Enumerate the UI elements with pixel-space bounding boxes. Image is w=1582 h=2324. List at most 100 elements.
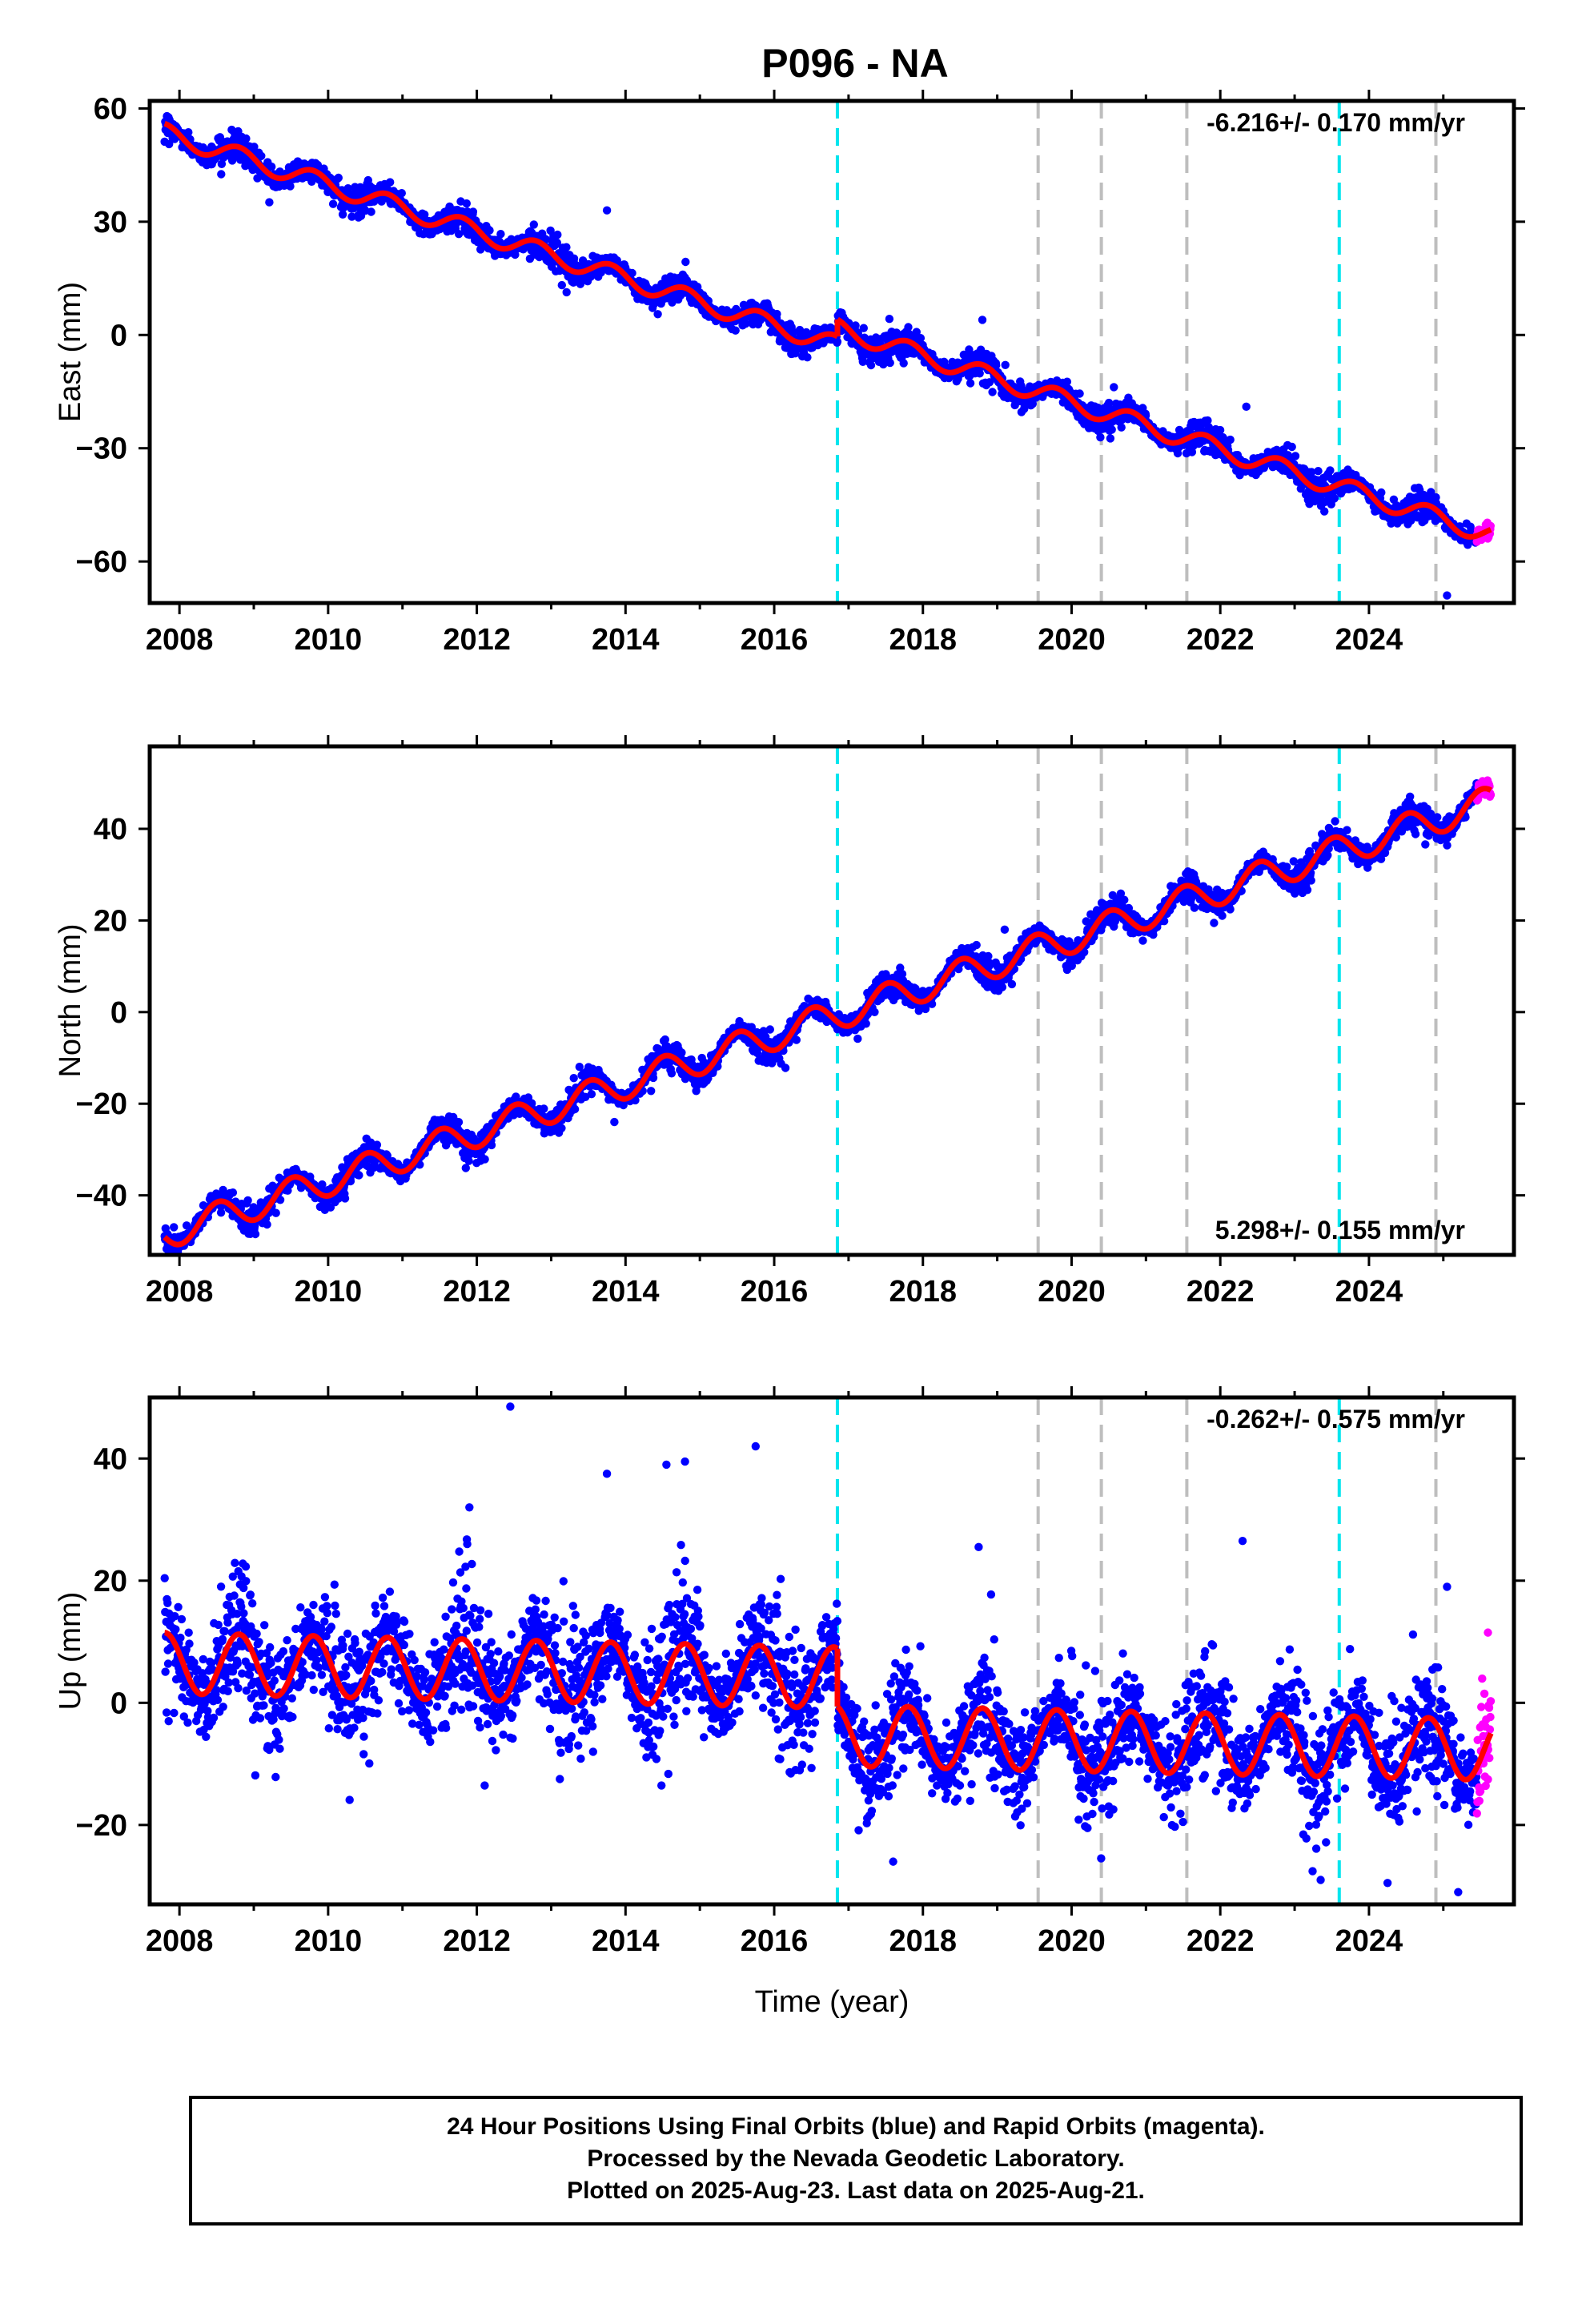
data-point xyxy=(667,1069,677,1078)
data-point xyxy=(677,1048,686,1057)
data-point xyxy=(553,230,562,239)
data-point xyxy=(569,254,579,263)
data-point xyxy=(1107,425,1116,434)
east-rate-label: -6.216+/- 0.170 mm/yr xyxy=(1207,108,1465,137)
data-point xyxy=(468,207,478,216)
y-tick-label: 0 xyxy=(110,319,127,352)
outlier-point xyxy=(602,206,612,215)
data-point xyxy=(397,189,406,198)
x-tick-label: 2014 xyxy=(592,623,660,657)
data-point xyxy=(216,1208,226,1217)
data-point xyxy=(853,1034,862,1043)
data-point xyxy=(681,257,690,267)
data-point xyxy=(765,1025,774,1034)
data-point xyxy=(789,328,797,336)
y-tick-label: 60 xyxy=(94,92,127,126)
y-tick-label: −30 xyxy=(76,432,127,466)
data-point xyxy=(540,1104,548,1113)
data-point xyxy=(899,359,908,368)
data-point xyxy=(1320,507,1329,516)
outlier-point xyxy=(1443,591,1452,600)
data-point xyxy=(866,360,876,370)
data-point xyxy=(1287,442,1296,452)
x-tick-label: 2020 xyxy=(1038,623,1106,657)
data-point xyxy=(803,353,812,362)
x-tick-label: 2022 xyxy=(1186,623,1255,657)
east-series-final-orbits xyxy=(160,111,1481,549)
east-plot-area xyxy=(160,101,1496,603)
data-point xyxy=(1117,423,1126,432)
data-point xyxy=(541,235,551,244)
data-point xyxy=(1291,452,1300,460)
data-point xyxy=(286,182,295,191)
data-point xyxy=(328,199,338,208)
data-point xyxy=(557,1124,566,1133)
x-tick-label: 2016 xyxy=(741,623,809,657)
data-point xyxy=(569,1074,578,1083)
data-point xyxy=(511,250,520,259)
data-point xyxy=(988,388,997,396)
data-point xyxy=(347,212,356,221)
data-point xyxy=(861,1019,870,1028)
data-point xyxy=(343,184,352,193)
outlier-point xyxy=(978,316,987,324)
data-point xyxy=(966,379,975,388)
outlier-point xyxy=(1242,402,1251,412)
data-point xyxy=(1226,435,1235,444)
data-point xyxy=(462,199,471,208)
data-point xyxy=(334,173,343,183)
data-point xyxy=(355,1171,363,1180)
data-point xyxy=(267,163,276,171)
data-point xyxy=(242,134,251,143)
data-point xyxy=(1110,383,1118,392)
data-point xyxy=(1215,425,1225,435)
data-point xyxy=(251,1229,260,1239)
data-point xyxy=(833,337,842,346)
data-point xyxy=(367,207,375,216)
north-data-points xyxy=(160,776,1496,1255)
data-point xyxy=(972,940,981,950)
north-series-final-orbits xyxy=(160,779,1481,1255)
data-point xyxy=(653,310,662,319)
data-point xyxy=(454,1118,464,1127)
data-point xyxy=(731,326,740,335)
data-point xyxy=(1096,432,1105,442)
data-point xyxy=(228,1188,238,1197)
x-tick-label: 2018 xyxy=(889,623,957,657)
data-point xyxy=(570,1104,580,1114)
data-point xyxy=(773,309,781,319)
x-tick-label: 2008 xyxy=(146,623,214,657)
data-point xyxy=(885,315,894,324)
x-tick-label: 2010 xyxy=(295,623,363,657)
data-point xyxy=(372,1140,382,1149)
data-point xyxy=(496,230,505,239)
data-point xyxy=(562,243,571,251)
data-point xyxy=(338,210,347,219)
data-point xyxy=(557,280,566,290)
data-point xyxy=(263,1220,271,1229)
figure-title: P096 - NA xyxy=(761,41,948,86)
data-point xyxy=(741,320,750,328)
data-point xyxy=(612,256,621,265)
data-point xyxy=(250,143,259,151)
data-point xyxy=(1326,466,1335,475)
x-tick-label: 2024 xyxy=(1335,623,1403,657)
data-point xyxy=(485,226,494,235)
data-point xyxy=(217,170,226,179)
data-point xyxy=(257,151,266,160)
data-point xyxy=(480,1155,489,1164)
data-point xyxy=(552,238,561,247)
data-point xyxy=(170,1223,179,1232)
data-point xyxy=(386,178,395,187)
data-point xyxy=(628,268,636,278)
data-point xyxy=(781,1063,790,1072)
data-point xyxy=(1377,488,1386,497)
north-plot-area xyxy=(160,746,1496,1255)
data-point xyxy=(870,1007,879,1017)
data-point xyxy=(648,1073,658,1083)
data-point xyxy=(529,220,538,229)
data-point xyxy=(587,1090,596,1099)
y-tick-label: 30 xyxy=(94,206,127,239)
north-panel: 2008 2010 2012 2014 2016 2018 2020 2022 20244020… xyxy=(54,735,1525,1309)
